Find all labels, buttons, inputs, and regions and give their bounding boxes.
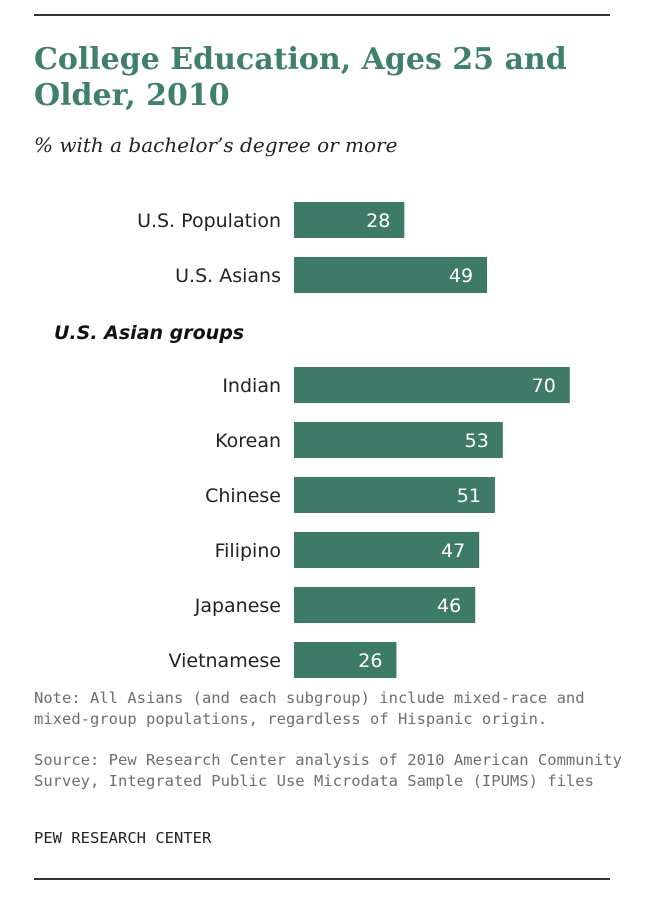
top-rule [34,14,610,16]
value-label: 70 [532,375,556,397]
value-label: 47 [441,540,465,562]
category-label: Japanese [194,595,281,617]
value-label: 49 [449,265,473,287]
bar-chart: U.S. Population 28 U.S. Asians 49 U.S. Asian… [54,202,570,678]
bar [294,257,488,293]
category-label: Filipino [215,540,281,562]
category-label: Chinese [205,485,281,507]
group-label: U.S. Asian groups [54,322,244,344]
bar [294,202,405,238]
bar [294,367,570,403]
chart-title: College Education, Ages 25 and Older, 20… [34,42,567,113]
value-label: 26 [358,650,382,672]
bar [294,532,480,568]
value-label: 46 [437,595,461,617]
bar [294,422,503,458]
category-label: Korean [215,430,281,452]
category-label: U.S. Asians [175,265,281,287]
value-label: 53 [465,430,489,452]
value-label: 51 [457,485,481,507]
chart-note: Note: All Asians (and each subgroup) inc… [34,689,585,728]
bottom-rule [34,878,610,880]
bar [294,587,476,623]
source-credit: PEW RESEARCH CENTER [34,829,212,847]
chart-source: Source: Pew Research Center analysis of … [34,751,622,790]
category-label: Vietnamese [169,650,281,672]
bar [294,642,397,678]
chart-subtitle: % with a bachelor’s degree or more [34,133,398,157]
bar [294,477,495,513]
value-label: 28 [366,210,390,232]
category-label: Indian [222,375,281,397]
category-label: U.S. Population [137,210,281,232]
